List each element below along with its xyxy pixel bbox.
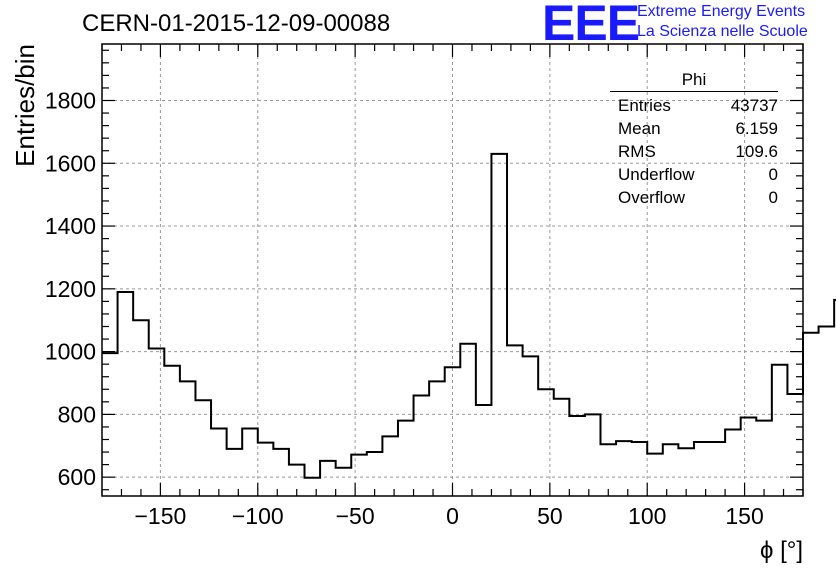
x-tick-label: −50 [336,503,375,529]
logo-line-1: Extreme Energy Events [637,3,806,20]
y-tick-label: 800 [58,401,96,427]
stats-row-overflow: Overflow 0 [610,186,778,209]
y-tick-label: 1600 [45,150,96,176]
stats-value: 109.6 [735,142,778,161]
stats-label: Underflow [618,165,695,184]
stats-row-mean: Mean 6.159 [610,117,778,140]
stats-label: Overflow [618,188,686,207]
x-tick-label: −100 [232,503,284,529]
axis-ticks [101,44,804,496]
plot-frame [101,43,804,497]
x-tick-label: 100 [628,503,666,529]
stats-value: 0 [768,188,778,207]
histogram-line [102,152,836,479]
stats-value: 43737 [730,96,778,115]
stats-box: Phi Entries 43737 Mean 6.159 RMS 109.6 U… [610,70,778,209]
histogram-series [102,152,836,479]
logo-mark: EEE [542,0,640,51]
y-tick-label: 600 [58,464,96,490]
logo-line-2: La Scienza nelle Scuole [637,23,808,40]
stats-value: 6.159 [735,119,778,138]
x-tick-label: 150 [725,503,763,529]
x-tick-label: −150 [135,503,187,529]
tick-labels: −150 −100 −50 0 50 100 150 600 800 1000 1200 1400 16… [45,88,764,530]
x-tick-label: 0 [446,503,459,529]
y-tick-label: 1200 [45,276,96,302]
x-tick-label: 50 [537,503,563,529]
stats-title: Phi [610,70,778,92]
y-axis-label: Entries/bin [10,44,40,167]
stats-row-rms: RMS 109.6 [610,140,778,163]
x-axis-label: ϕ [°] [760,537,803,564]
chart-title: CERN-01-2015-12-09-00088 [82,10,391,37]
y-tick-label: 1400 [45,213,96,239]
y-tick-label: 1800 [45,88,96,114]
stats-row-entries: Entries 43737 [610,94,778,117]
stats-row-underflow: Underflow 0 [610,163,778,186]
stats-value: 0 [768,165,778,184]
stats-label: Entries [618,96,671,115]
y-tick-label: 1000 [45,339,96,365]
stats-label: RMS [618,142,656,161]
stats-label: Mean [618,119,661,138]
grid-lines [102,44,803,496]
